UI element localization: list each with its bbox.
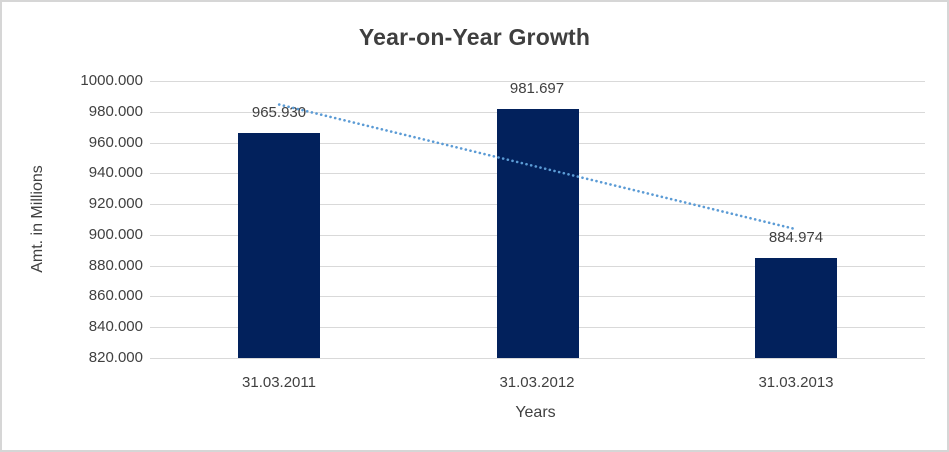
y-tick-label: 840.000 xyxy=(88,318,143,335)
bar-31.03.2011 xyxy=(238,133,320,358)
y-tick-label: 960.000 xyxy=(88,134,143,151)
y-tick-label: 820.000 xyxy=(88,349,143,366)
y-tick-label: 880.000 xyxy=(88,257,143,274)
bar-31.03.2013 xyxy=(755,258,837,358)
y-tick-label: 980.000 xyxy=(88,103,143,120)
chart-title: Year-on-Year Growth xyxy=(358,24,591,50)
value-label: 884.974 xyxy=(768,229,824,246)
gridline xyxy=(150,81,925,82)
x-tick-label: 31.03.2012 xyxy=(499,374,575,391)
y-tick-label: 1000.000 xyxy=(80,72,143,89)
y-tick-label: 940.000 xyxy=(88,164,143,181)
gridline xyxy=(150,358,925,359)
x-axis-title: Years xyxy=(515,404,556,421)
y-tick-label: 900.000 xyxy=(88,226,143,243)
trendline xyxy=(277,103,798,231)
x-tick-label: 31.03.2013 xyxy=(758,374,834,391)
value-label: 981.697 xyxy=(509,80,565,97)
bar-31.03.2012 xyxy=(497,109,579,358)
x-tick-label: 31.03.2011 xyxy=(242,374,316,391)
y-tick-label: 920.000 xyxy=(88,195,143,212)
y-tick-label: 860.000 xyxy=(88,287,143,304)
